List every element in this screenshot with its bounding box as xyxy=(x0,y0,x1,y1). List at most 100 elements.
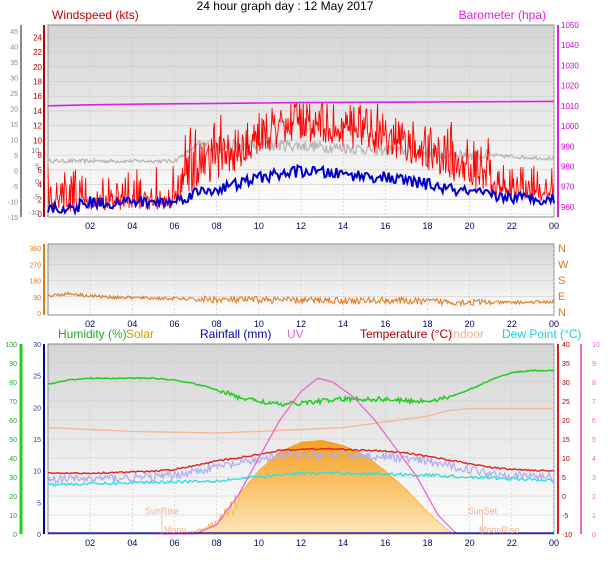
direction-tick-label: 180 xyxy=(29,279,41,286)
x-tick-label: 14 xyxy=(338,221,348,231)
solar-label: Solar xyxy=(126,327,154,341)
compass-label: S xyxy=(558,275,565,287)
uv-tick-label: 8 xyxy=(592,380,596,387)
outer-tick-label: -15 xyxy=(8,215,18,222)
outer-tick-label: 40 xyxy=(10,45,18,52)
humidity-tick-label: 30 xyxy=(9,475,17,482)
temperature-label: Temperature (°C) xyxy=(360,327,452,341)
uv-tick-label: 2 xyxy=(592,494,596,501)
grey-avg-line xyxy=(47,138,555,165)
x-tick-label: 04 xyxy=(127,538,137,548)
uv-tick-label: 0 xyxy=(592,532,596,539)
barometer-line xyxy=(47,100,555,107)
windspeed-line xyxy=(47,102,555,212)
barometer-tick-label: 1010 xyxy=(561,102,579,111)
uv-tick-label: 4 xyxy=(592,456,596,463)
solar-tick-label: 10 xyxy=(33,469,41,476)
x-tick-label: 12 xyxy=(296,221,306,231)
humidity-tick-label: 40 xyxy=(9,456,17,463)
windspeed-axis-label: Windspeed (kts) xyxy=(52,8,139,22)
outer-tick-label: -5 xyxy=(12,184,18,191)
inner-tick-label: 5 xyxy=(35,164,39,171)
barometer-tick-label: 960 xyxy=(561,203,575,212)
humidity-tick-label: 100 xyxy=(5,342,17,349)
x-tick-label: 10 xyxy=(254,319,264,329)
barometer-tick-label: 1040 xyxy=(561,41,579,50)
direction-tick-label: 90 xyxy=(33,295,41,302)
barometer-tick-label: 990 xyxy=(561,142,575,151)
humidity-tick-label: 10 xyxy=(9,513,17,520)
x-tick-label: 18 xyxy=(422,319,432,329)
inner-tick-label: -10 xyxy=(29,210,39,217)
compass-label: W xyxy=(558,259,569,271)
x-tick-label: 02 xyxy=(85,319,95,329)
wind-tick-label: 16 xyxy=(33,92,42,101)
outer-tick-label: 0 xyxy=(14,169,18,176)
wind-tick-label: 22 xyxy=(33,48,42,57)
compass-label: N xyxy=(558,243,566,255)
x-tick-label: 06 xyxy=(169,221,179,231)
solar-tick-label: 0 xyxy=(37,532,41,539)
wind-tick-label: 0 xyxy=(38,210,43,219)
x-tick-label: 14 xyxy=(338,319,348,329)
uv-tick-label: 7 xyxy=(592,399,596,406)
wind-tick-label: 18 xyxy=(33,78,42,87)
temp-tick-label: -10 xyxy=(562,532,572,539)
inner-tick-label: 0 xyxy=(35,179,39,186)
annotation-label: Moon... xyxy=(164,525,194,535)
temp-tick-label: 40 xyxy=(562,342,570,349)
x-tick-label: 20 xyxy=(465,319,475,329)
humidity-tick-label: 60 xyxy=(9,418,17,425)
temp-tick-label: 20 xyxy=(562,418,570,425)
direction-tick-label: 360 xyxy=(29,246,41,253)
direction-panel-bg xyxy=(47,243,555,316)
dewpoint-line xyxy=(47,470,555,487)
temp-tick-label: 0 xyxy=(562,494,566,501)
x-tick-label: 12 xyxy=(296,319,306,329)
x-tick-label: 22 xyxy=(507,319,517,329)
x-tick-label: 00 xyxy=(549,319,559,329)
uv-line xyxy=(153,377,458,535)
barometer-tick-label: 1020 xyxy=(561,82,579,91)
wind-tick-label: 8 xyxy=(38,151,43,160)
uv-tick-label: 10 xyxy=(592,342,600,349)
humidity-label: Humidity (%) xyxy=(58,327,127,341)
x-tick-label: 12 xyxy=(296,538,306,548)
uv-tick-label: 1 xyxy=(592,513,596,520)
compass-label: E xyxy=(558,291,565,303)
solar-tick-label: 15 xyxy=(33,437,41,444)
solar-tick-label: 30 xyxy=(33,342,41,349)
temp-tick-label: -5 xyxy=(562,513,568,520)
uv-label: UV xyxy=(287,327,304,341)
outer-tick-label: 25 xyxy=(10,91,18,98)
wind-tick-label: 12 xyxy=(33,122,42,131)
solar-tick-label: 20 xyxy=(33,405,41,412)
graph-title: 24 hour graph day : 12 May 2017 xyxy=(197,0,374,13)
wind-direction-line xyxy=(47,290,555,308)
wind-tick-label: 10 xyxy=(33,136,42,145)
solar-tick-label: 25 xyxy=(33,374,41,381)
uv-tick-label: 6 xyxy=(592,418,596,425)
x-tick-label: 10 xyxy=(254,221,264,231)
x-tick-label: 10 xyxy=(254,538,264,548)
uv-tick-label: 3 xyxy=(592,475,596,482)
annotation-label: SunRise xyxy=(145,506,179,516)
barometer-tick-label: 1050 xyxy=(561,21,579,30)
x-tick-label: 22 xyxy=(507,538,517,548)
lavender-line xyxy=(47,448,555,486)
x-tick-label: 06 xyxy=(169,538,179,548)
x-tick-label: 02 xyxy=(85,538,95,548)
x-tick-label: 18 xyxy=(422,221,432,231)
barometer-axis-label: Barometer (hpa) xyxy=(459,8,546,22)
solar-tick-label: 5 xyxy=(37,500,41,507)
inner-tick-label: 10 xyxy=(31,148,39,155)
x-tick-label: 16 xyxy=(380,538,390,548)
wind-tick-label: 2 xyxy=(38,195,43,204)
humidity-line xyxy=(47,369,555,408)
direction-tick-label: 270 xyxy=(29,262,41,269)
humidity-tick-label: 70 xyxy=(9,399,17,406)
compass-label: N xyxy=(558,307,566,319)
outer-tick-label: 10 xyxy=(10,138,18,145)
